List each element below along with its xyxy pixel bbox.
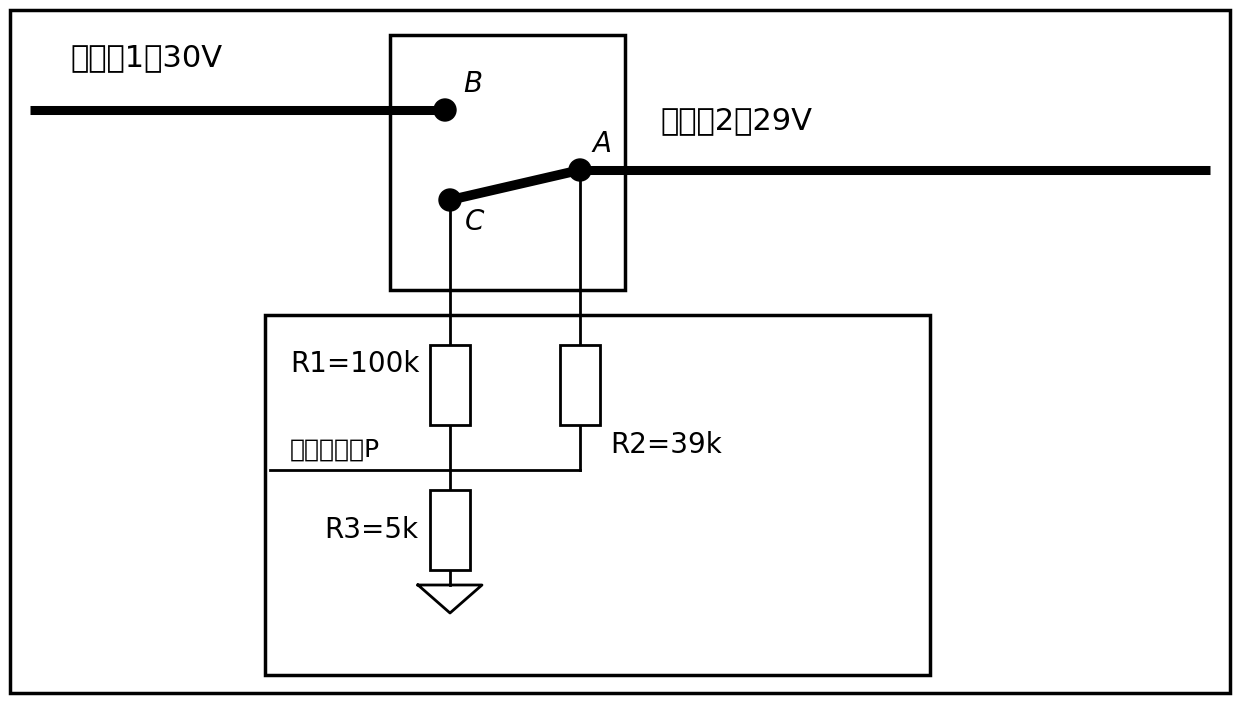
Text: 航天器2：29V: 航天器2：29V	[660, 106, 812, 135]
Bar	[560, 345, 600, 425]
Text: C: C	[465, 208, 485, 236]
Text: 状态输出：P: 状态输出：P	[290, 438, 381, 462]
Circle shape	[569, 159, 591, 181]
Text: R3=5k: R3=5k	[324, 516, 418, 544]
Circle shape	[434, 99, 456, 121]
Text: 航天器1：30V: 航天器1：30V	[69, 43, 222, 72]
Text: A: A	[591, 130, 611, 158]
Circle shape	[439, 189, 461, 211]
Bar	[265, 315, 930, 675]
Text: B: B	[463, 70, 482, 98]
Text: R1=100k: R1=100k	[290, 350, 419, 378]
Bar	[430, 490, 470, 570]
Text: R2=39k: R2=39k	[610, 431, 722, 459]
Bar	[430, 345, 470, 425]
Bar	[391, 35, 625, 290]
